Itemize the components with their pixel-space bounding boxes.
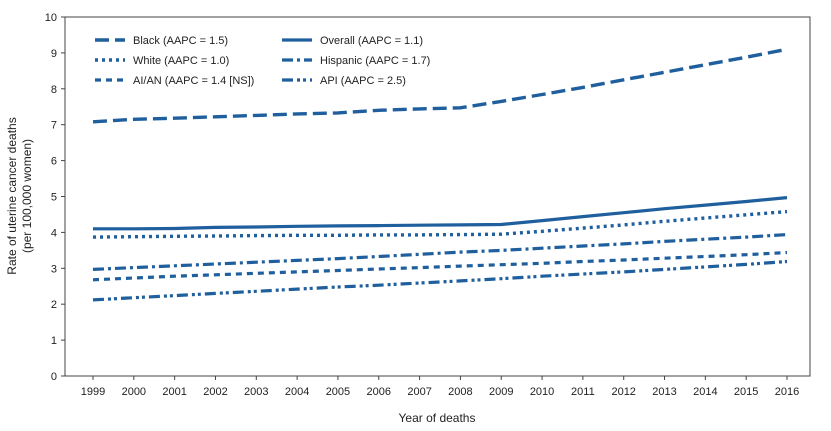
y-axis-ticks: 0 1 2 3 4 5 6 7 8 9 10 [45, 12, 65, 383]
y-tick-label: 10 [45, 12, 57, 24]
x-tick-label: 2015 [734, 386, 758, 398]
y-tick-label: 3 [51, 263, 57, 275]
legend-label: White (AAPC = 1.0) [133, 55, 229, 67]
y-axis-title-line2: (per 100,000 women) [20, 139, 34, 253]
y-tick-label: 5 [51, 192, 57, 204]
legend-label: AI/AN (AAPC = 1.4 [NS]) [133, 75, 254, 87]
x-tick-label: 2001 [162, 386, 186, 398]
legend: Black (AAPC = 1.5) White (AAPC = 1.0) AI/A… [95, 35, 430, 87]
y-tick-label: 9 [51, 48, 57, 60]
x-axis-title: Year of deaths [399, 411, 476, 425]
x-tick-label: 2007 [407, 386, 431, 398]
y-tick-label: 7 [51, 120, 57, 132]
x-tick-label: 2011 [571, 386, 595, 398]
y-tick-label: 1 [51, 335, 57, 347]
x-tick-label: 2004 [285, 386, 309, 398]
y-tick-label: 0 [51, 371, 57, 383]
x-tick-label: 2000 [122, 386, 146, 398]
x-tick-label: 2014 [693, 386, 717, 398]
y-tick-label: 8 [51, 84, 57, 96]
y-tick-label: 6 [51, 156, 57, 168]
x-tick-label: 1999 [81, 386, 105, 398]
x-tick-label: 2006 [367, 386, 391, 398]
x-tick-label: 2010 [530, 386, 554, 398]
series-lines [92, 47, 788, 302]
series-line-4 [92, 250, 788, 282]
y-axis-title-line1: Rate of uterine cancer deaths [5, 117, 19, 274]
x-tick-label: 2005 [326, 386, 350, 398]
legend-label: Hispanic (AAPC = 1.7) [320, 55, 430, 67]
x-tick-label: 2013 [652, 386, 676, 398]
y-tick-label: 2 [51, 299, 57, 311]
series-line-1 [93, 196, 788, 231]
x-tick-label: 2012 [611, 386, 635, 398]
x-tick-label: 2003 [244, 386, 268, 398]
series-line-5 [92, 259, 788, 302]
x-tick-label: 2008 [448, 386, 472, 398]
series-line-3 [92, 233, 788, 271]
x-tick-label: 2016 [775, 386, 799, 398]
legend-label: Black (AAPC = 1.5) [133, 35, 228, 47]
plot-frame [64, 16, 811, 377]
legend-label: Overall (AAPC = 1.1) [320, 35, 423, 47]
y-tick-label: 4 [51, 227, 57, 239]
legend-label: API (AAPC = 2.5) [320, 75, 406, 87]
series-line-0 [92, 47, 788, 124]
x-tick-label: 2009 [489, 386, 513, 398]
x-axis-ticks: 1999 2000 2001 2002 2003 2004 2005 2006 2007 2008… [81, 376, 799, 398]
x-tick-label: 2002 [203, 386, 227, 398]
